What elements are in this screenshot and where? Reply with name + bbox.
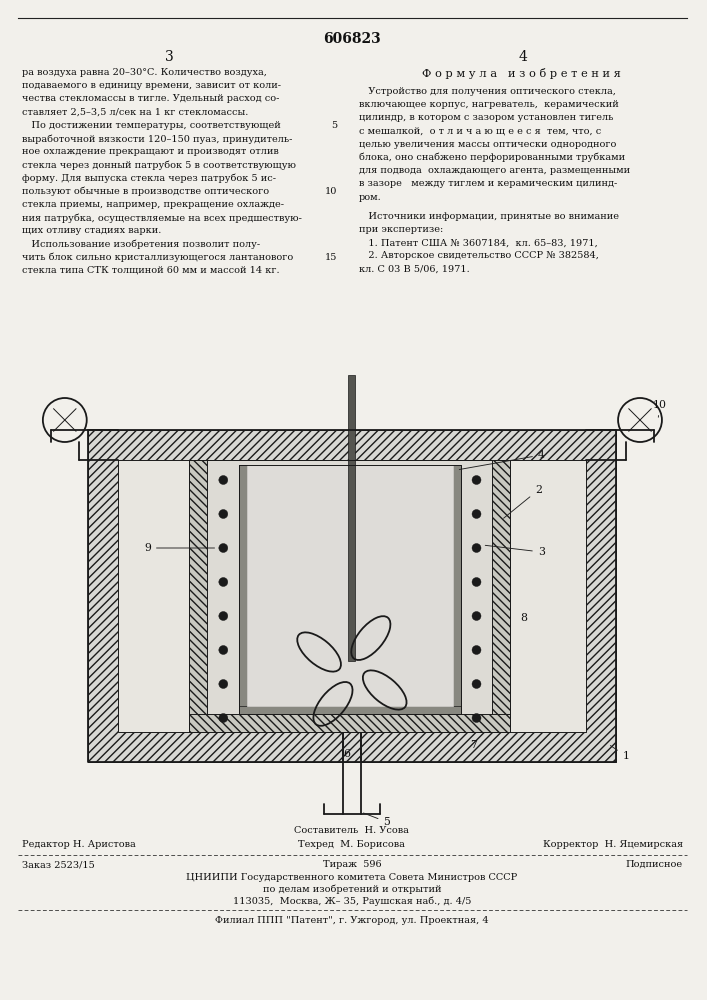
Text: 8: 8 <box>520 613 527 623</box>
Bar <box>452 465 460 714</box>
Text: 1. Патент США № 3607184,  кл. 65–83, 1971,: 1. Патент США № 3607184, кл. 65–83, 1971… <box>359 238 597 247</box>
Text: 6: 6 <box>344 749 351 759</box>
Text: 3: 3 <box>485 545 545 557</box>
Circle shape <box>219 714 228 722</box>
Text: ния патрубка, осуществляемые на всех предшествую-: ния патрубка, осуществляемые на всех пре… <box>22 213 302 223</box>
Text: стекла приемы, например, прекращение охлажде-: стекла приемы, например, прекращение охл… <box>22 200 284 209</box>
Text: Использование изобретения позволит полу-: Использование изобретения позволит полу- <box>22 240 260 249</box>
Text: 5: 5 <box>363 813 390 827</box>
Text: Тираж  596: Тираж 596 <box>322 860 381 869</box>
Circle shape <box>472 544 481 552</box>
Text: 2. Авторское свидетельство СССР № 382584,: 2. Авторское свидетельство СССР № 382584… <box>359 251 599 260</box>
Text: по делам изобретений и открытий: по делам изобретений и открытий <box>263 885 441 894</box>
Circle shape <box>219 578 228 586</box>
Circle shape <box>472 510 481 518</box>
Circle shape <box>219 680 228 688</box>
Text: 3: 3 <box>165 50 174 64</box>
Text: кл. С 03 В 5/06, 1971.: кл. С 03 В 5/06, 1971. <box>359 265 469 274</box>
Text: Ф о р м у л а   и з о б р е т е н и я: Ф о р м у л а и з о б р е т е н и я <box>422 68 621 79</box>
Text: при экспертизе:: при экспертизе: <box>359 225 443 234</box>
Text: ное охлаждение прекращают и производят отлив: ное охлаждение прекращают и производят о… <box>22 147 279 156</box>
Circle shape <box>219 646 228 654</box>
Text: Подписное: Подписное <box>626 860 683 869</box>
Text: стекла типа СТК толщиной 60 мм и массой 14 кг.: стекла типа СТК толщиной 60 мм и массой … <box>22 266 279 275</box>
Bar <box>88 430 616 762</box>
Bar <box>239 465 247 714</box>
Text: Заказ 2523/15: Заказ 2523/15 <box>22 860 95 869</box>
Text: Техред  М. Борисова: Техред М. Борисова <box>298 840 405 849</box>
Text: 606823: 606823 <box>323 32 381 46</box>
Text: По достижении температуры, соответствующей: По достижении температуры, соответствующ… <box>22 121 281 130</box>
Bar <box>189 460 207 732</box>
Text: Корректор  Н. Яцемирская: Корректор Н. Яцемирская <box>543 840 683 849</box>
Circle shape <box>472 476 481 485</box>
Bar <box>207 460 493 714</box>
Bar <box>239 706 460 714</box>
Text: целью увеличения массы оптически однородного: целью увеличения массы оптически однород… <box>359 140 617 149</box>
Bar <box>493 460 510 732</box>
Text: 15: 15 <box>325 253 337 262</box>
Text: чить блок сильно кристаллизующегося лантанового: чить блок сильно кристаллизующегося лант… <box>22 253 293 262</box>
Circle shape <box>472 578 481 586</box>
Text: чества стекломассы в тигле. Удельный расход со-: чества стекломассы в тигле. Удельный рас… <box>22 94 279 103</box>
Text: пользуют обычные в производстве оптического: пользуют обычные в производстве оптическ… <box>22 187 269 196</box>
Text: 10: 10 <box>325 187 337 196</box>
Text: ра воздуха равна 20–30°С. Количество воздуха,: ра воздуха равна 20–30°С. Количество воз… <box>22 68 267 77</box>
Circle shape <box>472 680 481 688</box>
Text: включающее корпус, нагреватель,  керамический: включающее корпус, нагреватель, керамиче… <box>359 100 619 109</box>
Text: 1: 1 <box>610 746 629 761</box>
Text: ЦНИИПИ Государственного комитета Совета Министров СССР: ЦНИИПИ Государственного комитета Совета … <box>186 873 518 882</box>
Bar <box>189 714 510 732</box>
Text: выработочной вязкости 120–150 пуаз, принудитель-: выработочной вязкости 120–150 пуаз, прин… <box>22 134 292 143</box>
Text: цилиндр, в котором с зазором установлен тигель: цилиндр, в котором с зазором установлен … <box>359 113 613 122</box>
Text: щих отливу стадиях варки.: щих отливу стадиях варки. <box>22 226 161 235</box>
Circle shape <box>472 646 481 654</box>
Text: Устройство для получения оптического стекла,: Устройство для получения оптического сте… <box>359 87 616 96</box>
Text: с мешалкой,  о т л и ч а ю щ е е с я  тем, что, с: с мешалкой, о т л и ч а ю щ е е с я тем,… <box>359 127 601 136</box>
Text: в зазоре   между тиглем и керамическим цилинд-: в зазоре между тиглем и керамическим цил… <box>359 179 617 188</box>
Bar <box>247 465 452 706</box>
Text: для подвода  охлаждающего агента, размещенными: для подвода охлаждающего агента, размеще… <box>359 166 630 175</box>
Text: 5: 5 <box>331 121 337 130</box>
Text: 7: 7 <box>470 740 477 750</box>
Text: блока, оно снабжено перфорированными трубками: блока, оно снабжено перфорированными тру… <box>359 153 625 162</box>
Bar <box>117 460 586 732</box>
Text: Редактор Н. Аристова: Редактор Н. Аристова <box>22 840 136 849</box>
Text: 113035,  Москва, Ж– 35, Раушская наб., д. 4/5: 113035, Москва, Ж– 35, Раушская наб., д.… <box>233 897 471 906</box>
Circle shape <box>472 714 481 722</box>
Text: Источники информации, принятые во внимание: Источники информации, принятые во вниман… <box>359 212 619 221</box>
Text: 10: 10 <box>653 400 667 417</box>
Text: Составитель  Н. Усова: Составитель Н. Усова <box>294 826 409 835</box>
Bar <box>349 375 356 661</box>
Text: 4: 4 <box>460 450 545 470</box>
Text: 9: 9 <box>144 543 214 553</box>
Circle shape <box>472 611 481 620</box>
Circle shape <box>219 510 228 518</box>
Text: Филиал ППП "Патент", г. Ужгород, ул. Проектная, 4: Филиал ППП "Патент", г. Ужгород, ул. Про… <box>215 916 489 925</box>
Text: ром.: ром. <box>359 193 382 202</box>
Text: стекла через донный патрубок 5 в соответствующую: стекла через донный патрубок 5 в соответ… <box>22 160 296 170</box>
Circle shape <box>219 476 228 485</box>
Circle shape <box>219 611 228 620</box>
Text: ставляет 2,5–3,5 л/сек на 1 кг стекломассы.: ставляет 2,5–3,5 л/сек на 1 кг стекломас… <box>22 108 248 117</box>
Text: подаваемого в единицу времени, зависит от коли-: подаваемого в единицу времени, зависит о… <box>22 81 281 90</box>
Text: форму. Для выпуска стекла через патрубок 5 ис-: форму. Для выпуска стекла через патрубок… <box>22 174 276 183</box>
Text: 4: 4 <box>519 50 528 64</box>
Text: 2: 2 <box>503 485 542 518</box>
Circle shape <box>219 544 228 552</box>
